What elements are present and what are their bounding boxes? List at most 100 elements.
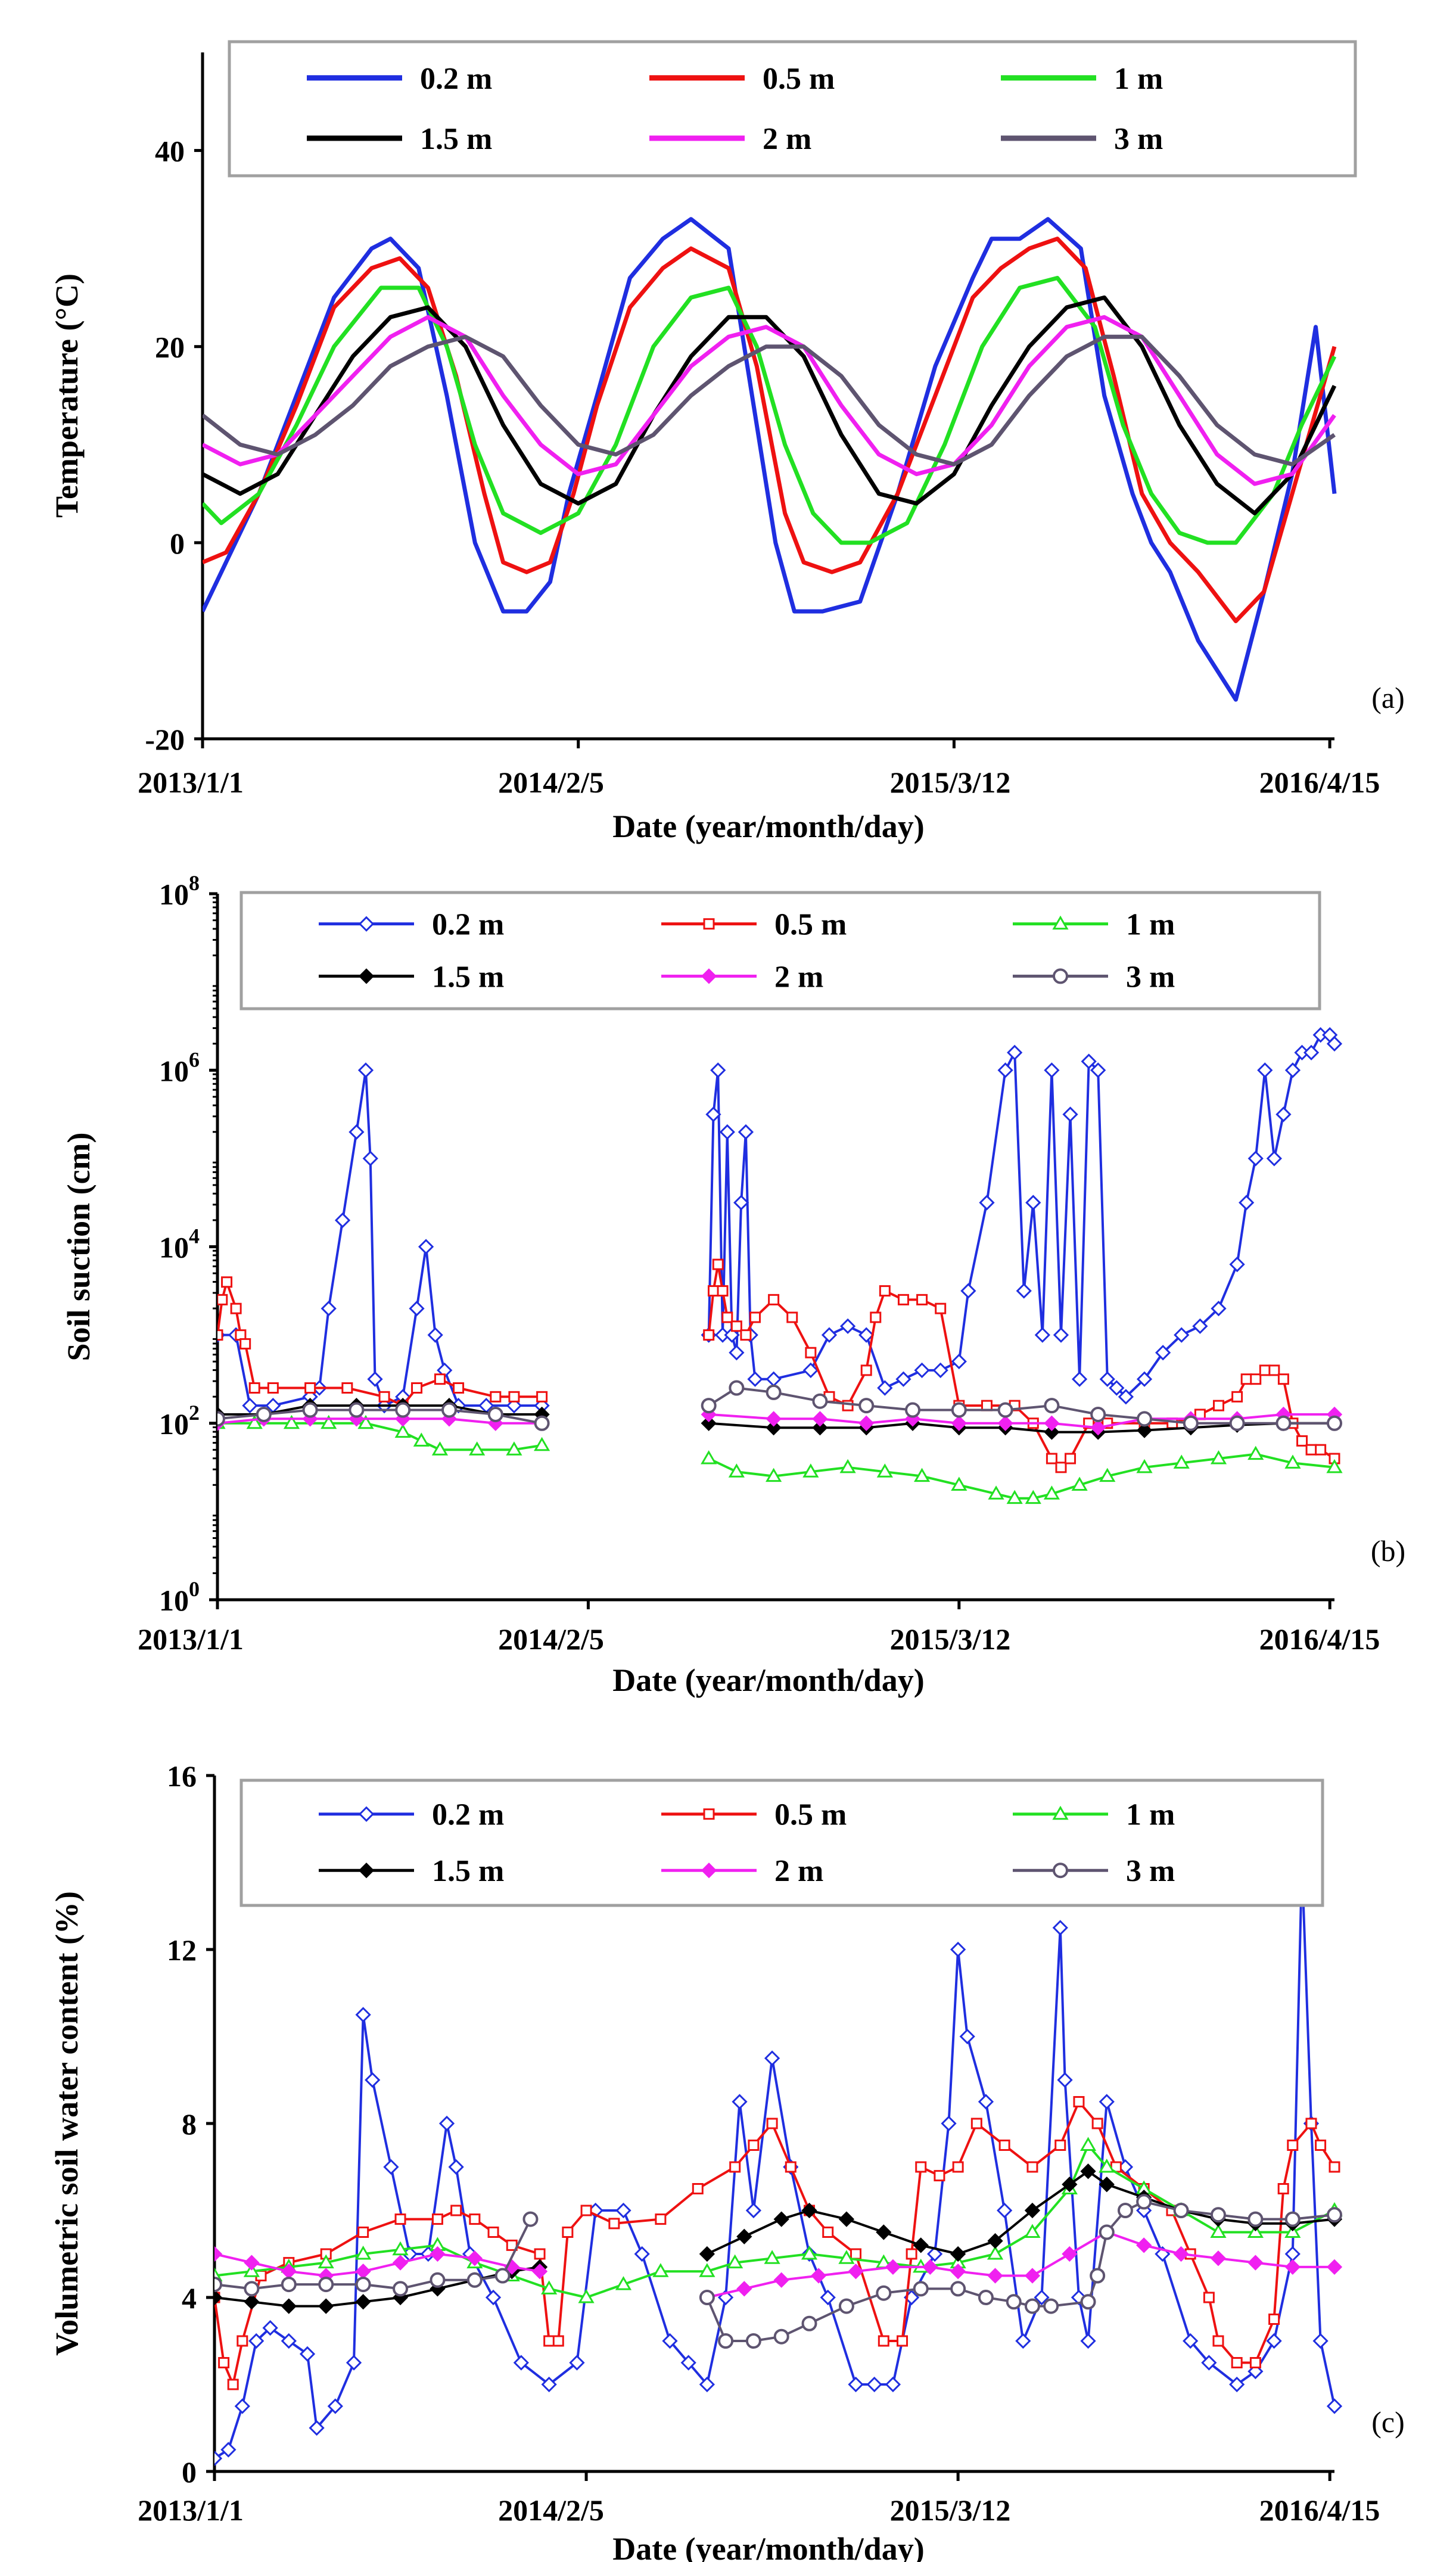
data-point	[1117, 2203, 1133, 2218]
data-point	[740, 1329, 752, 1341]
legend-label: 1.5 m	[420, 122, 492, 156]
data-point	[1080, 2294, 1096, 2310]
data-point	[214, 2277, 222, 2293]
data-point	[281, 2277, 297, 2293]
data-point	[1136, 1371, 1153, 1387]
y-axis-title: Volumetric soil water content (%)	[49, 1891, 85, 2356]
data-point	[248, 2333, 265, 2349]
y-tick-label: 100	[159, 1577, 200, 1617]
data-point	[1090, 2268, 1106, 2284]
data-point	[1275, 1415, 1292, 1431]
legend-label: 0.5 m	[774, 1798, 847, 1832]
data-point	[355, 2246, 372, 2260]
data-point	[318, 2277, 334, 2293]
data-point	[736, 2228, 752, 2244]
data-point	[1240, 1373, 1252, 1385]
data-point	[950, 2263, 966, 2280]
data-point	[858, 1415, 875, 1431]
y-tick-exponent: 0	[189, 1577, 200, 1601]
data-point	[1043, 1485, 1060, 1500]
legend-label: 2 m	[774, 1854, 823, 1888]
data-point	[214, 2246, 223, 2262]
data-point	[1326, 1459, 1343, 1473]
data-point	[987, 2246, 1004, 2260]
legend-item: 1.5 m	[319, 1854, 504, 1888]
data-point	[802, 1362, 819, 1378]
plot-area	[217, 1027, 1343, 1504]
series-line	[214, 2144, 1335, 2299]
data-point	[1044, 1398, 1060, 1414]
data-point	[699, 2246, 715, 2262]
y-tick-label: 4	[182, 2281, 197, 2315]
legend-item: 2 m	[649, 122, 811, 156]
data-point	[764, 2050, 780, 2066]
data-point	[997, 1062, 1013, 1078]
data-point	[699, 2263, 715, 2277]
data-point	[569, 2355, 585, 2371]
data-point	[821, 1327, 838, 1343]
data-point	[1249, 2357, 1261, 2368]
data-point	[1210, 1450, 1227, 1465]
data-point	[487, 2227, 499, 2238]
x-tick-label: 2014/2/5	[498, 2493, 604, 2527]
data-point	[915, 2161, 927, 2173]
legend-label: 1 m	[1126, 1798, 1175, 1832]
legend-box	[228, 40, 1357, 178]
series-0-2-m	[217, 1027, 1343, 1414]
data-point	[227, 2378, 239, 2390]
legend-item: 0.5 m	[661, 908, 847, 942]
series-line	[203, 334, 1336, 467]
series-1-5-m	[203, 295, 1337, 515]
data-point	[234, 2398, 250, 2414]
data-point	[1024, 2268, 1041, 2284]
data-point	[318, 2298, 334, 2314]
data-point	[745, 2333, 761, 2349]
data-point	[905, 1402, 921, 1418]
x-axis-title: Date (year/month/day)	[612, 809, 924, 844]
data-point	[1327, 1415, 1342, 1431]
data-point	[394, 2213, 406, 2225]
data-point	[773, 2272, 789, 2288]
data-point	[1053, 1327, 1069, 1343]
data-point	[431, 1441, 449, 1456]
data-point	[357, 2227, 369, 2238]
data-point	[431, 2213, 443, 2225]
data-point	[634, 2246, 650, 2262]
data-point	[244, 2281, 260, 2297]
y-tick-label: -20	[145, 723, 185, 756]
data-point	[997, 1402, 1013, 1418]
legend-item: 0.5 m	[649, 62, 835, 96]
y-tick-label: 102	[159, 1401, 200, 1441]
y-tick-exponent: 4	[189, 1224, 200, 1248]
series-line	[214, 2218, 532, 2290]
data-point	[848, 2376, 864, 2393]
data-point	[418, 1239, 434, 1255]
data-point	[302, 1402, 318, 1418]
data-point	[1247, 1445, 1264, 1460]
data-point	[998, 2140, 1010, 2151]
data-point	[1136, 1422, 1153, 1438]
data-point	[392, 2255, 409, 2271]
data-point	[1266, 2333, 1282, 2349]
legend-label: 0.2 m	[432, 1798, 504, 1832]
data-point	[913, 1467, 931, 1482]
series-line	[203, 315, 1336, 486]
data-point	[1173, 2246, 1189, 2262]
data-point	[438, 2115, 455, 2132]
data-point	[970, 2118, 982, 2129]
data-point	[1229, 2376, 1245, 2393]
data-point	[719, 1124, 735, 1140]
data-point	[394, 1423, 411, 1438]
data-point	[242, 1398, 258, 1414]
data-point	[1099, 1371, 1115, 1387]
data-point	[395, 1402, 411, 1418]
series-0-5-m	[217, 1258, 1340, 1473]
data-point	[1090, 1420, 1106, 1436]
series-1-m	[203, 276, 1337, 545]
data-point	[766, 1371, 782, 1387]
data-point	[427, 1327, 443, 1343]
data-point	[876, 1463, 893, 1478]
data-point	[1006, 2294, 1022, 2310]
data-point	[866, 2376, 882, 2393]
data-point	[1006, 1490, 1023, 1504]
